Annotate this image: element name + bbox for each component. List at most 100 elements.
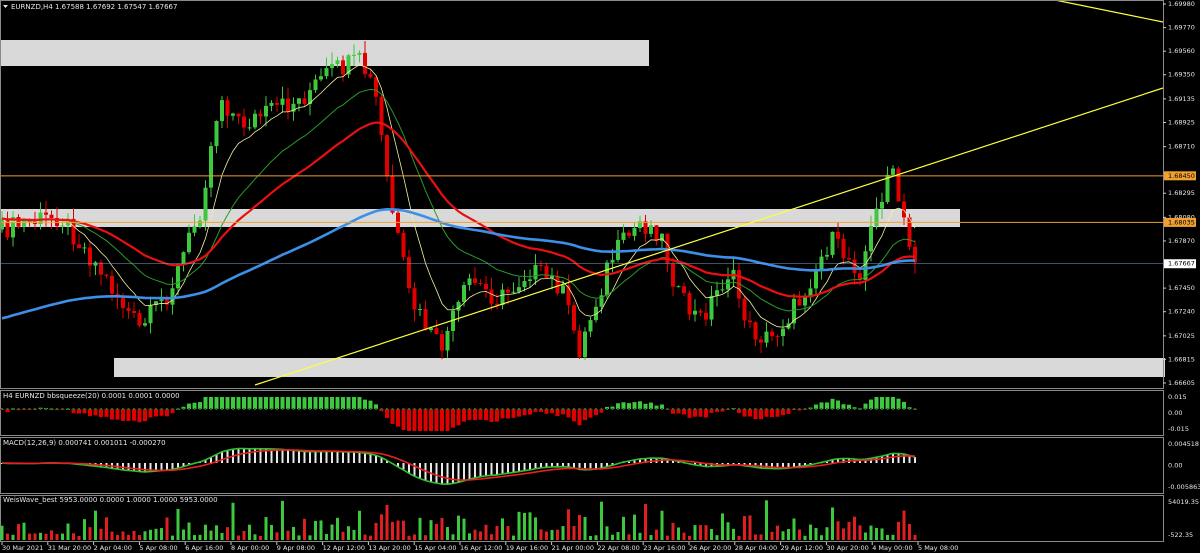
squeeze-dot [430, 408, 432, 410]
volume-bar [429, 520, 433, 540]
squeeze-bar [291, 397, 296, 409]
trend-line [254, 87, 1164, 386]
squeeze-bar [346, 397, 351, 409]
macd-hist [765, 463, 768, 469]
macd-hist [694, 463, 696, 465]
squeeze-bar [412, 409, 417, 431]
candle-body [11, 217, 15, 238]
volume-bar [913, 535, 917, 540]
candle-body [137, 312, 142, 326]
macd-hist [292, 450, 295, 463]
macd-hist [776, 463, 779, 469]
candle-body [220, 100, 224, 122]
squeeze-bar [550, 409, 554, 414]
volume-bar [831, 507, 834, 540]
candle-body [22, 221, 26, 227]
candle-body [346, 55, 351, 75]
squeeze-bar [720, 409, 725, 412]
volume-bar [743, 516, 746, 540]
squeeze-dot [89, 408, 91, 410]
squeeze-dot [276, 408, 278, 410]
macd-hist [556, 463, 559, 467]
candle-body [49, 214, 54, 218]
squeeze-dot [688, 408, 691, 410]
macd-hist [611, 463, 614, 466]
candle-body [863, 251, 868, 280]
macd-hist [133, 463, 135, 471]
volume-bar [99, 528, 103, 540]
ma-long [1, 207, 915, 320]
squeeze-bar [495, 409, 499, 422]
volume-bar [908, 524, 911, 540]
candle-body [896, 168, 901, 202]
candle-body [726, 279, 730, 290]
squeeze-bar [269, 397, 274, 409]
volume-bar [336, 517, 339, 540]
squeeze-dot [23, 408, 25, 410]
squeeze-dot [749, 408, 751, 410]
candle-body [291, 103, 296, 112]
squeeze-dot [853, 408, 856, 410]
squeeze-bar [462, 409, 466, 422]
squeeze-bar [583, 409, 587, 421]
volume-bar [556, 529, 559, 540]
macd-hist [237, 448, 240, 463]
volume-bar [121, 531, 125, 540]
squeeze-dot [105, 408, 108, 410]
macd-hist [881, 456, 883, 463]
macd-hist [149, 463, 152, 472]
menu-arrow[interactable] [3, 5, 8, 8]
macd-hist [633, 459, 636, 463]
candle-body [830, 231, 835, 255]
candle-body [231, 113, 235, 116]
candle-body [572, 305, 576, 331]
macd-hist [182, 463, 185, 467]
squeeze-bar [841, 404, 846, 409]
macd-hist [353, 452, 355, 463]
macd-hist [408, 463, 410, 474]
candle-body [495, 303, 499, 305]
macd-hist [215, 454, 218, 463]
squeeze-dot [353, 408, 355, 410]
squeeze-dot [573, 408, 575, 410]
macd-hist [248, 448, 251, 463]
squeeze-dot [611, 408, 614, 410]
candle-body [363, 52, 367, 75]
volume-bar [693, 525, 697, 540]
squeeze-dot [677, 408, 680, 410]
candle-body [852, 259, 857, 274]
squeeze-dot [72, 408, 75, 410]
macd-hist [705, 463, 707, 467]
panel-border [0, 390, 1164, 436]
squeeze-bar [599, 409, 604, 413]
candle-body [16, 217, 21, 227]
squeeze-bar [880, 397, 884, 409]
macd-hist [358, 452, 361, 463]
macd-hist [188, 463, 190, 465]
squeeze-bar [143, 409, 147, 422]
volume-bar [110, 531, 114, 540]
squeeze-dot [523, 408, 526, 410]
macd-hist [639, 458, 641, 463]
candle-body [225, 100, 230, 116]
ma-slow [1, 121, 916, 298]
squeeze-dot [221, 408, 223, 410]
squeeze-dot [743, 408, 746, 410]
volume-bar [303, 518, 306, 540]
volume-bar [473, 529, 477, 540]
candle-body [319, 76, 323, 80]
macd-hist [138, 463, 141, 472]
time-label: 30 Mar 2021 [2, 544, 43, 552]
volume-bar [886, 534, 889, 540]
macd-hist [606, 463, 608, 467]
candle-body [484, 283, 488, 290]
macd-hist [699, 463, 702, 466]
macd-hist [457, 463, 460, 483]
candle-body [445, 330, 450, 351]
macd-hist [127, 463, 130, 471]
squeeze-dot [210, 408, 212, 410]
squeeze-bar [418, 409, 422, 431]
candle-body [682, 286, 686, 294]
ma-fast [1, 64, 916, 328]
